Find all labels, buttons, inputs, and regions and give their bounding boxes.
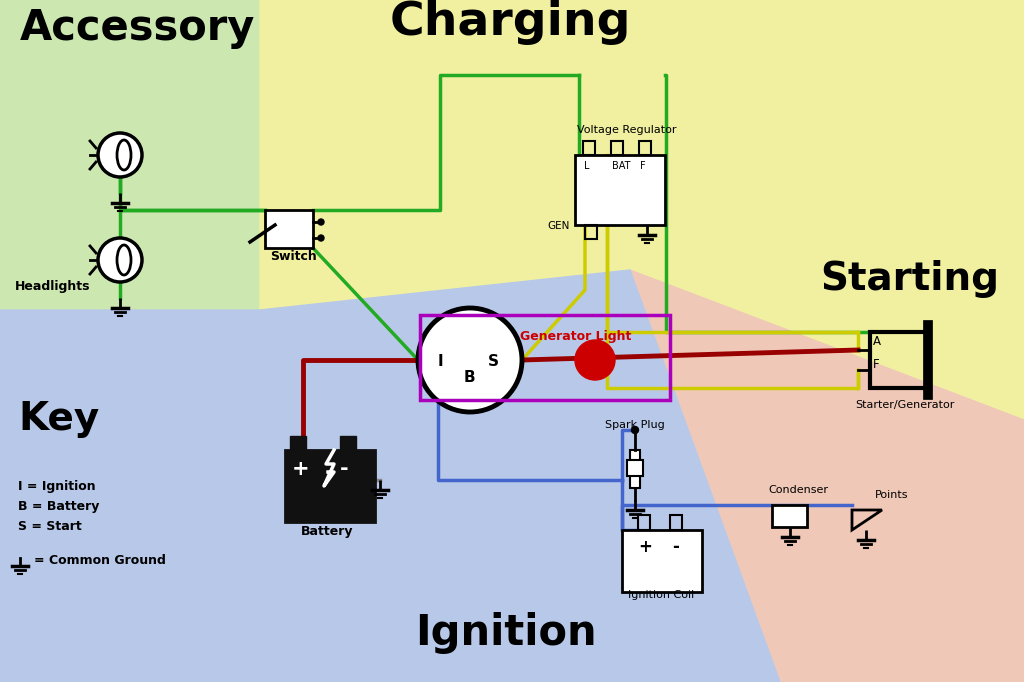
Text: F: F <box>640 161 645 171</box>
Text: Spark Plug: Spark Plug <box>605 420 665 430</box>
Bar <box>627 460 643 476</box>
Circle shape <box>418 308 522 412</box>
Text: Charging: Charging <box>390 0 632 45</box>
Bar <box>265 210 313 248</box>
Bar <box>583 141 595 155</box>
Circle shape <box>318 219 324 225</box>
Circle shape <box>98 133 142 177</box>
Text: Key: Key <box>18 400 99 438</box>
Text: BAT: BAT <box>612 161 631 171</box>
Text: Starter/Generator: Starter/Generator <box>855 400 954 410</box>
Text: +: + <box>292 459 309 479</box>
Text: -: - <box>672 538 679 556</box>
Text: B = Battery: B = Battery <box>18 500 99 513</box>
Bar <box>639 141 651 155</box>
Text: F: F <box>873 358 880 371</box>
Text: Generator Light: Generator Light <box>520 330 632 343</box>
Polygon shape <box>630 270 1024 682</box>
Text: Headlights: Headlights <box>15 280 90 293</box>
Text: Battery: Battery <box>301 525 353 538</box>
Bar <box>340 436 356 450</box>
Text: Condenser: Condenser <box>768 485 828 495</box>
Text: = Common Ground: = Common Ground <box>34 554 166 567</box>
Circle shape <box>98 238 142 282</box>
Text: Starting: Starting <box>820 260 999 298</box>
Bar <box>670 515 682 530</box>
Bar <box>290 436 306 450</box>
Bar <box>575 155 665 225</box>
Text: Ignition Coil: Ignition Coil <box>628 590 694 600</box>
Polygon shape <box>260 0 1024 420</box>
Text: L: L <box>584 161 590 171</box>
Text: A: A <box>873 335 881 348</box>
Text: +: + <box>638 538 652 556</box>
Bar <box>622 530 702 592</box>
Text: I = Ignition: I = Ignition <box>18 480 95 493</box>
Bar <box>772 505 807 527</box>
Text: B: B <box>464 370 475 385</box>
Text: Switch: Switch <box>270 250 316 263</box>
Circle shape <box>318 235 324 241</box>
Circle shape <box>632 426 639 434</box>
Polygon shape <box>0 0 340 310</box>
Text: Voltage Regulator: Voltage Regulator <box>577 125 677 135</box>
Text: Points: Points <box>874 490 908 500</box>
Text: S: S <box>488 354 499 369</box>
Text: Ignition: Ignition <box>415 612 597 654</box>
Bar <box>420 315 670 400</box>
Text: Accessory: Accessory <box>20 7 255 49</box>
Text: S = Start: S = Start <box>18 520 82 533</box>
Text: -: - <box>340 459 348 479</box>
Bar <box>638 515 650 530</box>
Bar <box>285 450 375 522</box>
Bar <box>585 225 597 239</box>
Polygon shape <box>0 270 780 682</box>
Text: GEN: GEN <box>547 221 569 231</box>
Bar <box>611 141 623 155</box>
Circle shape <box>575 340 615 380</box>
Bar <box>630 450 640 488</box>
Bar <box>870 332 928 388</box>
Text: I: I <box>438 354 443 369</box>
